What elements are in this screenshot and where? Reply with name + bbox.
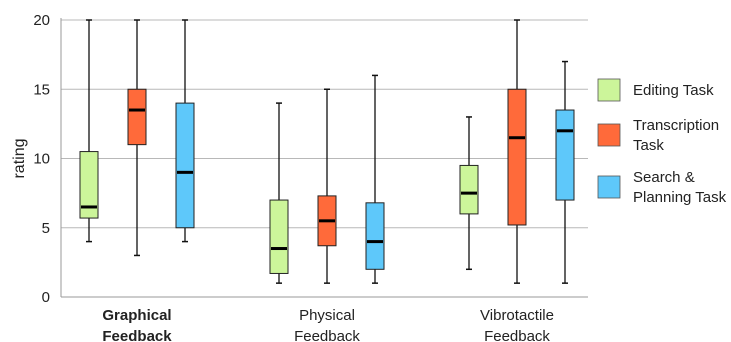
box-iqr [555,109,575,201]
y-tick-label: 0 [42,289,50,306]
box-iqr [269,199,289,274]
y-tick-label: 15 [33,81,50,98]
box-plot [365,74,385,284]
box-series [79,19,575,284]
y-tick-label: 5 [42,220,50,237]
legend-swatch [597,123,621,147]
box-iqr [507,88,527,226]
legend-label: Editing Task [633,82,714,99]
box-plot [459,116,479,271]
legend-label: Transcription [633,117,719,134]
legend-label: Search & [633,169,695,186]
box-plot [317,88,337,284]
group-label: Vibrotactile [480,307,554,324]
legend-swatch [597,175,621,199]
box-plot [507,19,527,284]
y-tick-label: 10 [33,151,50,168]
group-label: Graphical [102,307,171,324]
group-label: Feedback [294,328,360,342]
box-plot [269,102,289,284]
y-axis-title: rating [11,138,28,178]
legend-swatch [597,78,621,102]
group-label: Feedback [102,328,172,342]
legend-label: Task [633,137,664,154]
box-iqr [79,151,99,219]
group-label: Physical [299,307,355,324]
box-iqr [459,164,479,215]
box-iqr [127,88,147,146]
legend: Editing Task Transcription Task Search & Pla… [597,78,727,206]
box-iqr [175,102,195,229]
axis-labels: 0 5 10 15 20 rating Graphical Feedback Physical F… [11,12,554,342]
box-plot [175,19,195,243]
y-tick-label: 20 [33,12,50,29]
box-plot [127,19,147,257]
box-iqr [365,202,385,270]
axes [60,18,588,298]
legend-label: Planning Task [633,189,727,206]
box-plot [555,60,575,284]
box-plot [79,19,99,243]
group-label: Feedback [484,328,550,342]
